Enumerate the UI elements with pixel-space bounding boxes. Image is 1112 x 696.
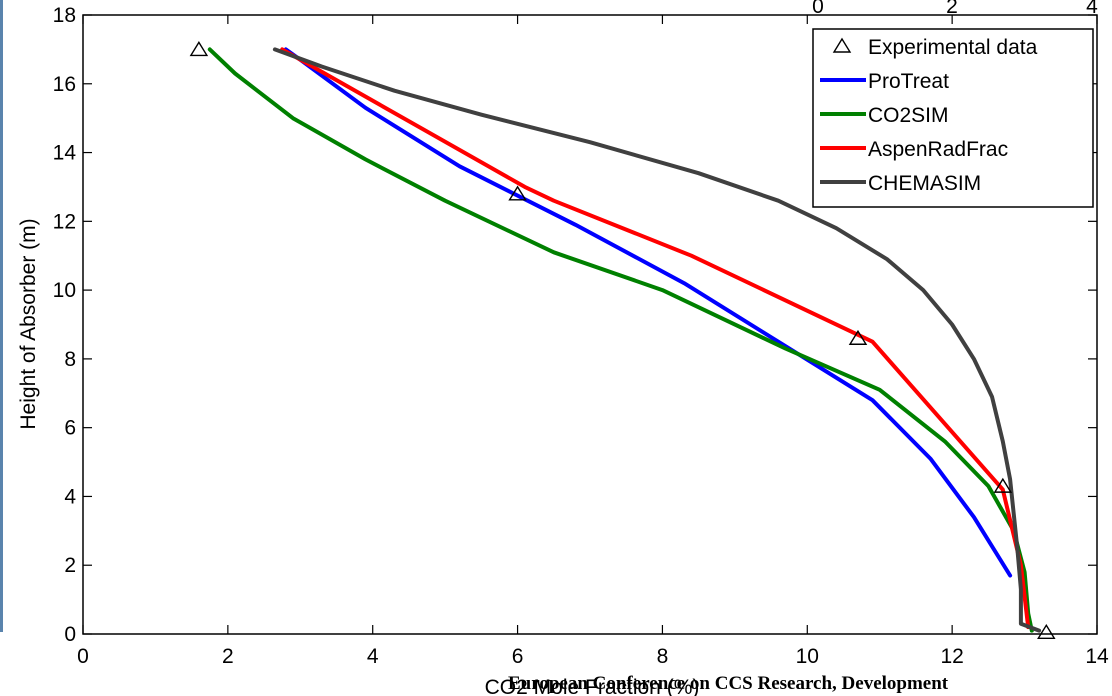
legend-label: CO2SIM xyxy=(868,104,949,127)
legend-label: CHEMASIM xyxy=(868,172,981,195)
y-tick-label: 8 xyxy=(64,348,76,371)
y-tick-label: 12 xyxy=(53,210,76,233)
x-tick-label: 8 xyxy=(657,645,669,668)
legend-marker xyxy=(832,37,852,53)
experimental-data-marker xyxy=(1037,623,1056,639)
y-axis-label: Height of Absorber (m) xyxy=(17,218,40,429)
x-tick-label: 12 xyxy=(940,645,963,668)
legend-box xyxy=(812,28,1094,208)
x-tick-label: 6 xyxy=(512,645,524,668)
y-tick-label: 18 xyxy=(53,4,76,27)
y-tick-label: 0 xyxy=(64,623,76,646)
experimental-data-marker xyxy=(848,329,868,345)
top-axis-tick-label: 4 xyxy=(1086,0,1098,18)
y-tick-label: 14 xyxy=(53,142,77,165)
axes: 0 2 4 6 8 10 12 14 0 2 4 6 8 10 12 14 16 18 0 2 4 xyxy=(53,0,1109,668)
legend-label: Experimental data xyxy=(868,36,1038,59)
experimental-data-marker xyxy=(993,477,1013,493)
series-layer xyxy=(189,41,1056,639)
legend: Experimental data ProTreat CO2SIM AspenRadF… xyxy=(812,28,1094,208)
experimental-data-marker xyxy=(189,41,209,57)
series-line-chemasim xyxy=(272,47,1042,633)
top-axis-tick-label: 0 xyxy=(812,0,824,18)
series-line-protreat xyxy=(283,47,1013,578)
y-tick-label: 16 xyxy=(53,73,76,96)
x-axis-label: CO2 Mole Fraction (%) xyxy=(485,676,700,696)
experimental-data-marker xyxy=(508,185,527,201)
x-tick-label: 0 xyxy=(77,645,89,668)
x-tick-label: 4 xyxy=(367,645,379,668)
footer-conference-text: European Conference on CCS Research, Dev… xyxy=(508,673,949,694)
top-axis-tick-label: 2 xyxy=(946,0,958,18)
y-tick-label: 10 xyxy=(53,279,76,302)
x-tick-label: 10 xyxy=(796,645,819,668)
x-tick-label: 2 xyxy=(222,645,234,668)
legend-label: AspenRadFrac xyxy=(868,138,1008,161)
y-tick-label: 2 xyxy=(64,554,76,577)
legend-label: ProTreat xyxy=(868,70,949,93)
y-tick-label: 6 xyxy=(64,417,76,440)
x-tick-label: 14 xyxy=(1085,645,1109,668)
y-tick-label: 4 xyxy=(64,485,76,508)
left-edge-strip xyxy=(0,0,3,632)
